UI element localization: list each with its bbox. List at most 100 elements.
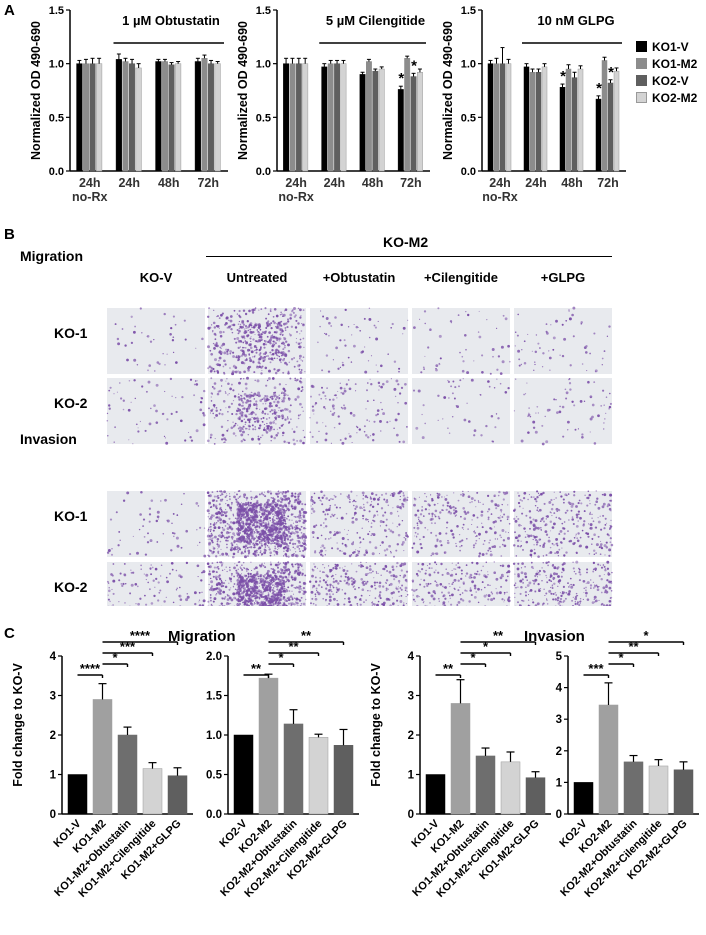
stained-cell [228,595,230,597]
stained-cell [454,515,457,517]
stained-cell [356,432,358,434]
stained-cell [160,575,162,577]
stained-cell [263,551,267,555]
bar-ko1-v-3 [194,61,201,172]
stained-cell [532,518,535,521]
stained-cell [236,337,240,340]
stained-cell [288,519,291,521]
stained-cell [269,308,272,310]
stained-cell [564,388,567,391]
stained-cell [515,378,517,380]
stained-cell [253,602,256,604]
stained-cell [609,525,613,528]
stained-cell [157,518,159,520]
stained-cell [575,513,579,517]
stained-cell [446,504,449,507]
stained-cell [219,540,222,543]
stained-cell [108,587,110,589]
x-tick-label: 24h [489,176,511,190]
stained-cell [230,328,233,331]
stained-cell [287,531,291,534]
panel-a: Normalized OD 490-690 0.0 0.5 1.0 1.5 1 µM Ob… [0,0,706,225]
stained-cell [508,523,511,525]
stained-cell [366,436,370,439]
stained-cell [504,317,508,321]
stained-cell [253,392,257,396]
stained-cell [553,512,556,515]
stained-cell [362,538,365,540]
stained-cell [174,323,177,326]
stained-cell [286,538,290,541]
stained-cell [299,371,303,374]
stained-cell [437,394,440,398]
stained-cell [272,541,274,543]
stained-cell [286,326,289,329]
stained-cell [296,330,298,333]
stained-cell [313,413,315,415]
stained-cell [401,540,405,544]
stained-cell [296,378,299,382]
stained-cell [299,338,302,341]
stained-cell [397,412,400,416]
stained-cell [219,352,223,356]
stained-cell [328,398,331,401]
stained-cell [380,507,384,510]
stained-cell [247,329,250,332]
stained-cell [529,534,533,537]
stained-cell [247,526,250,528]
stained-cell [302,590,305,593]
stained-cell [461,526,464,529]
stained-cell [370,355,373,357]
stained-cell [523,527,526,530]
stained-cell [230,580,233,583]
stained-cell [212,321,216,325]
stained-cell [239,518,242,521]
stained-cell [242,425,245,428]
stained-cell [371,501,373,503]
stained-cell [372,533,376,537]
stained-cell [453,512,456,515]
stained-cell [251,424,254,427]
stained-cell [357,552,360,555]
stained-cell [369,530,371,533]
stained-cell [299,562,302,565]
stained-cell [568,378,571,380]
stained-cell [325,497,328,500]
stained-cell [283,346,286,349]
stained-cell [295,520,298,524]
stained-cell [528,412,530,414]
stained-cell [282,358,285,362]
stained-cell [226,527,230,530]
stained-cell [236,603,239,606]
stained-cell [228,577,231,579]
stained-cell [216,593,218,595]
stained-cell [113,393,115,395]
stained-cell [141,332,143,334]
stained-cell [282,518,285,522]
stained-cell [600,547,604,550]
stained-cell [272,604,274,606]
stained-cell [421,509,424,512]
stained-cell [455,545,458,547]
stained-cell [264,526,267,529]
y-tick-label: 0.5 [256,112,271,124]
stained-cell [601,364,603,366]
stained-cell [235,498,238,501]
micrograph-background [514,308,612,374]
stained-cell [289,524,293,527]
stained-cell [570,509,573,512]
stained-cell [577,532,580,535]
stained-cell [444,497,448,501]
stained-cell [234,371,236,373]
stained-cell [356,426,359,429]
stained-cell [262,578,265,581]
stained-cell [593,332,596,335]
stained-cell [265,403,267,405]
stained-cell [238,309,241,313]
stained-cell [280,361,282,364]
stained-cell [586,496,590,500]
stained-cell [514,331,517,333]
stained-cell [282,525,286,528]
stained-cell [284,490,288,494]
stained-cell [244,527,247,529]
